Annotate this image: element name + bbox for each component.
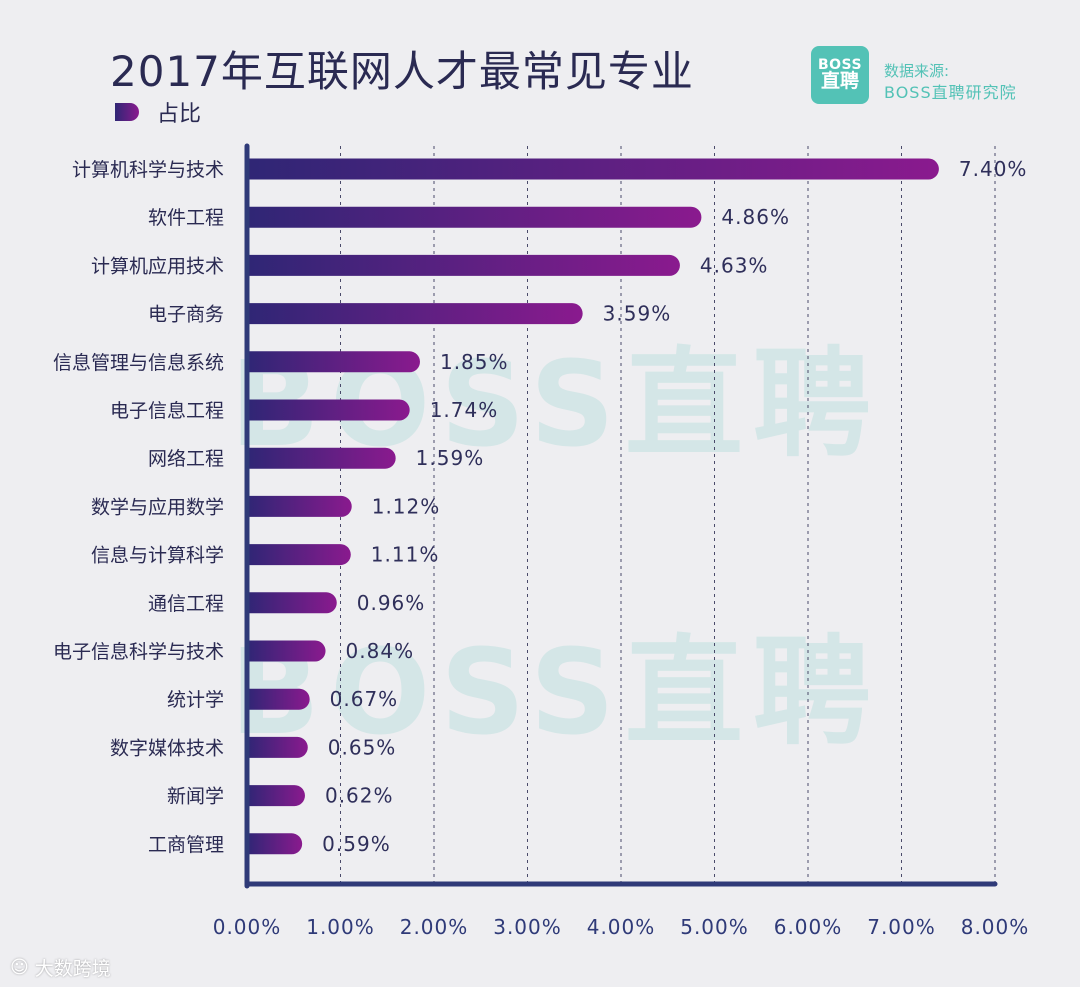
category-label: 计算机应用技术: [91, 255, 224, 277]
bar: [247, 351, 420, 373]
x-tick-label: 0.00%: [213, 915, 282, 939]
legend-swatch: [115, 103, 139, 121]
value-label: 0.96%: [357, 591, 426, 615]
value-label: 0.62%: [325, 784, 394, 808]
boss-logo: BOSS 直聘: [811, 46, 869, 104]
bar: [247, 592, 337, 614]
bar: [247, 495, 352, 517]
category-label: 信息与计算科学: [91, 545, 224, 567]
value-label: 3.59%: [603, 302, 672, 326]
bar: [247, 206, 702, 228]
value-label: 7.40%: [959, 157, 1028, 181]
bar: [247, 544, 351, 566]
value-label: 0.67%: [330, 687, 399, 711]
value-label: 0.84%: [346, 639, 415, 663]
category-label: 工商管理: [148, 834, 224, 856]
source-label: 数据来源:: [884, 62, 950, 80]
value-label: 1.74%: [430, 398, 499, 422]
category-label: 电子信息工程: [110, 400, 224, 422]
labels: 0.00% 1.00% 2.00% 3.00% 4.00% 5.00% 6.00% 7.00%…: [53, 157, 1030, 939]
source-name: BOSS直聘研究院: [884, 83, 1017, 102]
logo-text-line2: 直聘: [820, 70, 859, 93]
bar: [247, 688, 310, 710]
x-tick-label: 2.00%: [400, 915, 469, 939]
value-label: 1.59%: [416, 446, 485, 470]
category-label: 数字媒体技术: [110, 737, 224, 759]
legend-label: 占比: [157, 102, 202, 127]
category-label: 电子信息科学与技术: [53, 641, 224, 663]
category-label: 通信工程: [148, 593, 224, 615]
category-label: 网络工程: [148, 448, 224, 470]
logo-text-line1: BOSS: [817, 56, 863, 73]
bar: [247, 640, 326, 662]
category-label: 新闻学: [167, 786, 224, 808]
bar: [247, 158, 939, 180]
value-label: 0.65%: [328, 735, 397, 759]
axes: [244, 143, 998, 889]
data-source: 数据来源: BOSS直聘研究院: [884, 60, 1017, 104]
footer-label: 大数跨境: [34, 957, 111, 980]
bar: [247, 736, 308, 758]
category-label: 计算机科学与技术: [72, 159, 224, 181]
bar: [247, 303, 583, 325]
value-label: 4.86%: [721, 205, 790, 229]
value-label: 1.11%: [371, 543, 440, 567]
value-label: 1.12%: [372, 494, 441, 518]
x-tick-label: 6.00%: [774, 915, 843, 939]
bar: [247, 447, 396, 469]
watermark: BOSS直聘: [230, 623, 881, 761]
x-tick-label: 7.00%: [867, 915, 936, 939]
category-label: 统计学: [167, 689, 224, 711]
x-tick-label: 8.00%: [961, 915, 1030, 939]
x-tick-label: 1.00%: [306, 915, 375, 939]
category-label: 软件工程: [148, 207, 224, 229]
bar: [247, 254, 680, 276]
bar: [247, 833, 303, 855]
value-label: 1.85%: [440, 350, 509, 374]
value-label: 4.63%: [700, 253, 769, 277]
x-tick-label: 5.00%: [680, 915, 749, 939]
legend: 占比: [115, 97, 201, 127]
category-label: 数学与应用数学: [91, 496, 224, 518]
bars: [247, 158, 939, 855]
bar: [247, 399, 410, 421]
bar: [247, 785, 305, 807]
weibo-like-icon: ☺: [10, 956, 29, 978]
footer-watermark: ☺ 大数跨境: [10, 953, 111, 981]
value-label: 0.59%: [322, 832, 391, 856]
category-label: 信息管理与信息系统: [53, 352, 224, 374]
x-tick-label: 3.00%: [493, 915, 562, 939]
x-tick-label: 4.00%: [587, 915, 656, 939]
chart-title: 2017年互联网人才最常见专业: [110, 47, 694, 96]
category-label: 电子商务: [148, 304, 224, 326]
